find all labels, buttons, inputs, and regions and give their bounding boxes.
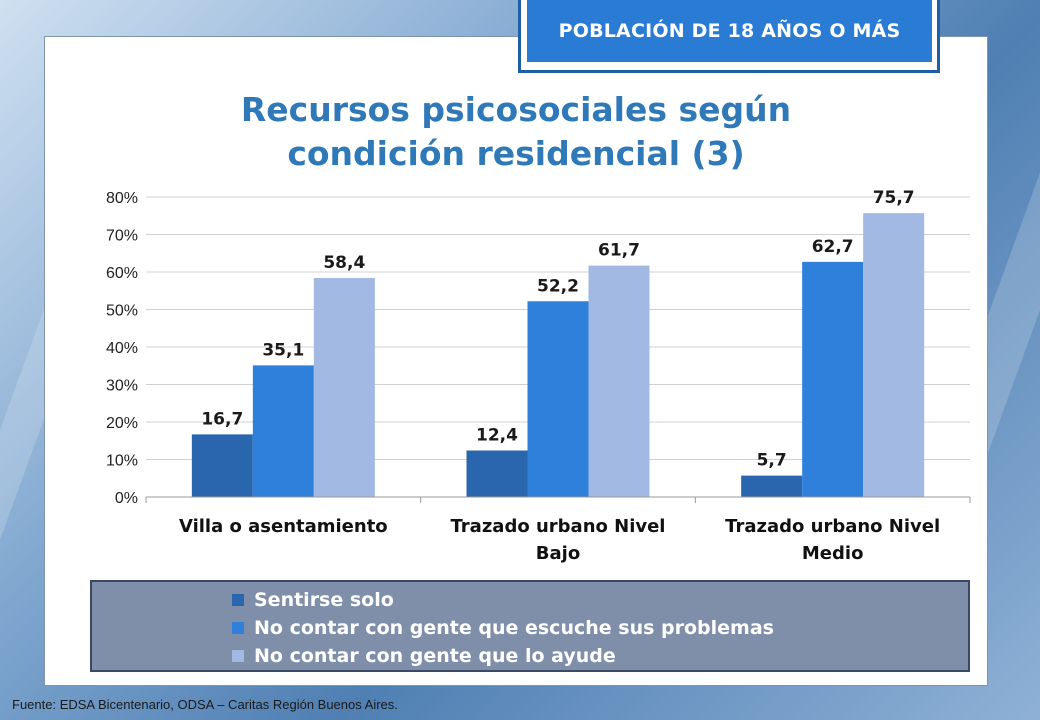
legend-item-sentirse-solo: Sentirse solo — [232, 587, 394, 613]
bar — [802, 261, 864, 497]
legend: Sentirse solo No contar con gente que es… — [90, 580, 970, 672]
x-category-label: Trazado urbano Nivel — [451, 516, 666, 537]
legend-item-ayude: No contar con gente que lo ayude — [232, 643, 616, 669]
bar — [588, 265, 650, 497]
data-label: 16,7 — [201, 409, 243, 429]
bar — [741, 475, 803, 497]
bar — [252, 365, 314, 497]
x-category-label: Villa o asentamiento — [179, 516, 388, 537]
x-category-label: Medio — [802, 543, 864, 564]
y-tick-label: 70% — [106, 228, 138, 245]
data-label: 61,7 — [598, 241, 640, 261]
y-tick-label: 20% — [106, 415, 138, 432]
y-tick-label: 30% — [106, 378, 138, 395]
chart-title: Recursos psicosociales según condición r… — [44, 88, 988, 176]
legend-label: Sentirse solo — [254, 589, 394, 611]
x-category-label: Trazado urbano Nivel — [725, 516, 940, 537]
y-axis-ticks: 0% 10% 20% 30% 40% 50% 60% 70% 80% — [106, 190, 138, 507]
data-label: 62,7 — [812, 237, 854, 257]
y-tick-label: 40% — [106, 340, 138, 357]
population-badge: POBLACIÓN DE 18 AÑOS O MÁS — [527, 0, 932, 62]
y-tick-label: 80% — [106, 190, 138, 207]
bar — [466, 450, 528, 497]
bar — [313, 278, 375, 497]
y-tick-label: 0% — [115, 490, 138, 507]
legend-item-escuche: No contar con gente que escuche sus prob… — [232, 615, 774, 641]
bars — [191, 213, 925, 497]
data-label: 5,7 — [757, 451, 787, 471]
data-label: 12,4 — [476, 426, 518, 446]
legend-label: No contar con gente que escuche sus prob… — [254, 617, 774, 639]
bar — [527, 301, 589, 497]
legend-swatch — [232, 594, 244, 606]
source-note: Fuente: EDSA Bicentenario, ODSA – Carita… — [12, 697, 398, 712]
legend-swatch — [232, 650, 244, 662]
data-label: 35,1 — [262, 340, 304, 360]
legend-swatch — [232, 622, 244, 634]
data-label: 58,4 — [323, 253, 365, 273]
bar-chart: 0%10%20%30%40%50%60%70%80% 16,735,158,41… — [106, 188, 971, 564]
bar — [863, 213, 925, 497]
data-label: 75,7 — [873, 188, 915, 208]
y-tick-label: 10% — [106, 453, 138, 470]
y-tick-label: 60% — [106, 265, 138, 282]
y-tick-label: 50% — [106, 303, 138, 320]
x-category-label: Bajo — [536, 543, 580, 564]
bar — [191, 434, 253, 497]
x-axis-categories: Villa o asentamiento Trazado urbano Nivel… — [145, 497, 971, 564]
data-label: 52,2 — [537, 276, 579, 296]
chart-title-line-1: Recursos psicosociales según — [240, 90, 792, 129]
data-labels: 16,7 35,1 58,4 12,4 52,2 61,7 5,7 62,7 75,7 — [201, 188, 914, 471]
legend-label: No contar con gente que lo ayude — [254, 645, 616, 667]
chart-title-line-2: condición residencial (3) — [287, 134, 745, 173]
